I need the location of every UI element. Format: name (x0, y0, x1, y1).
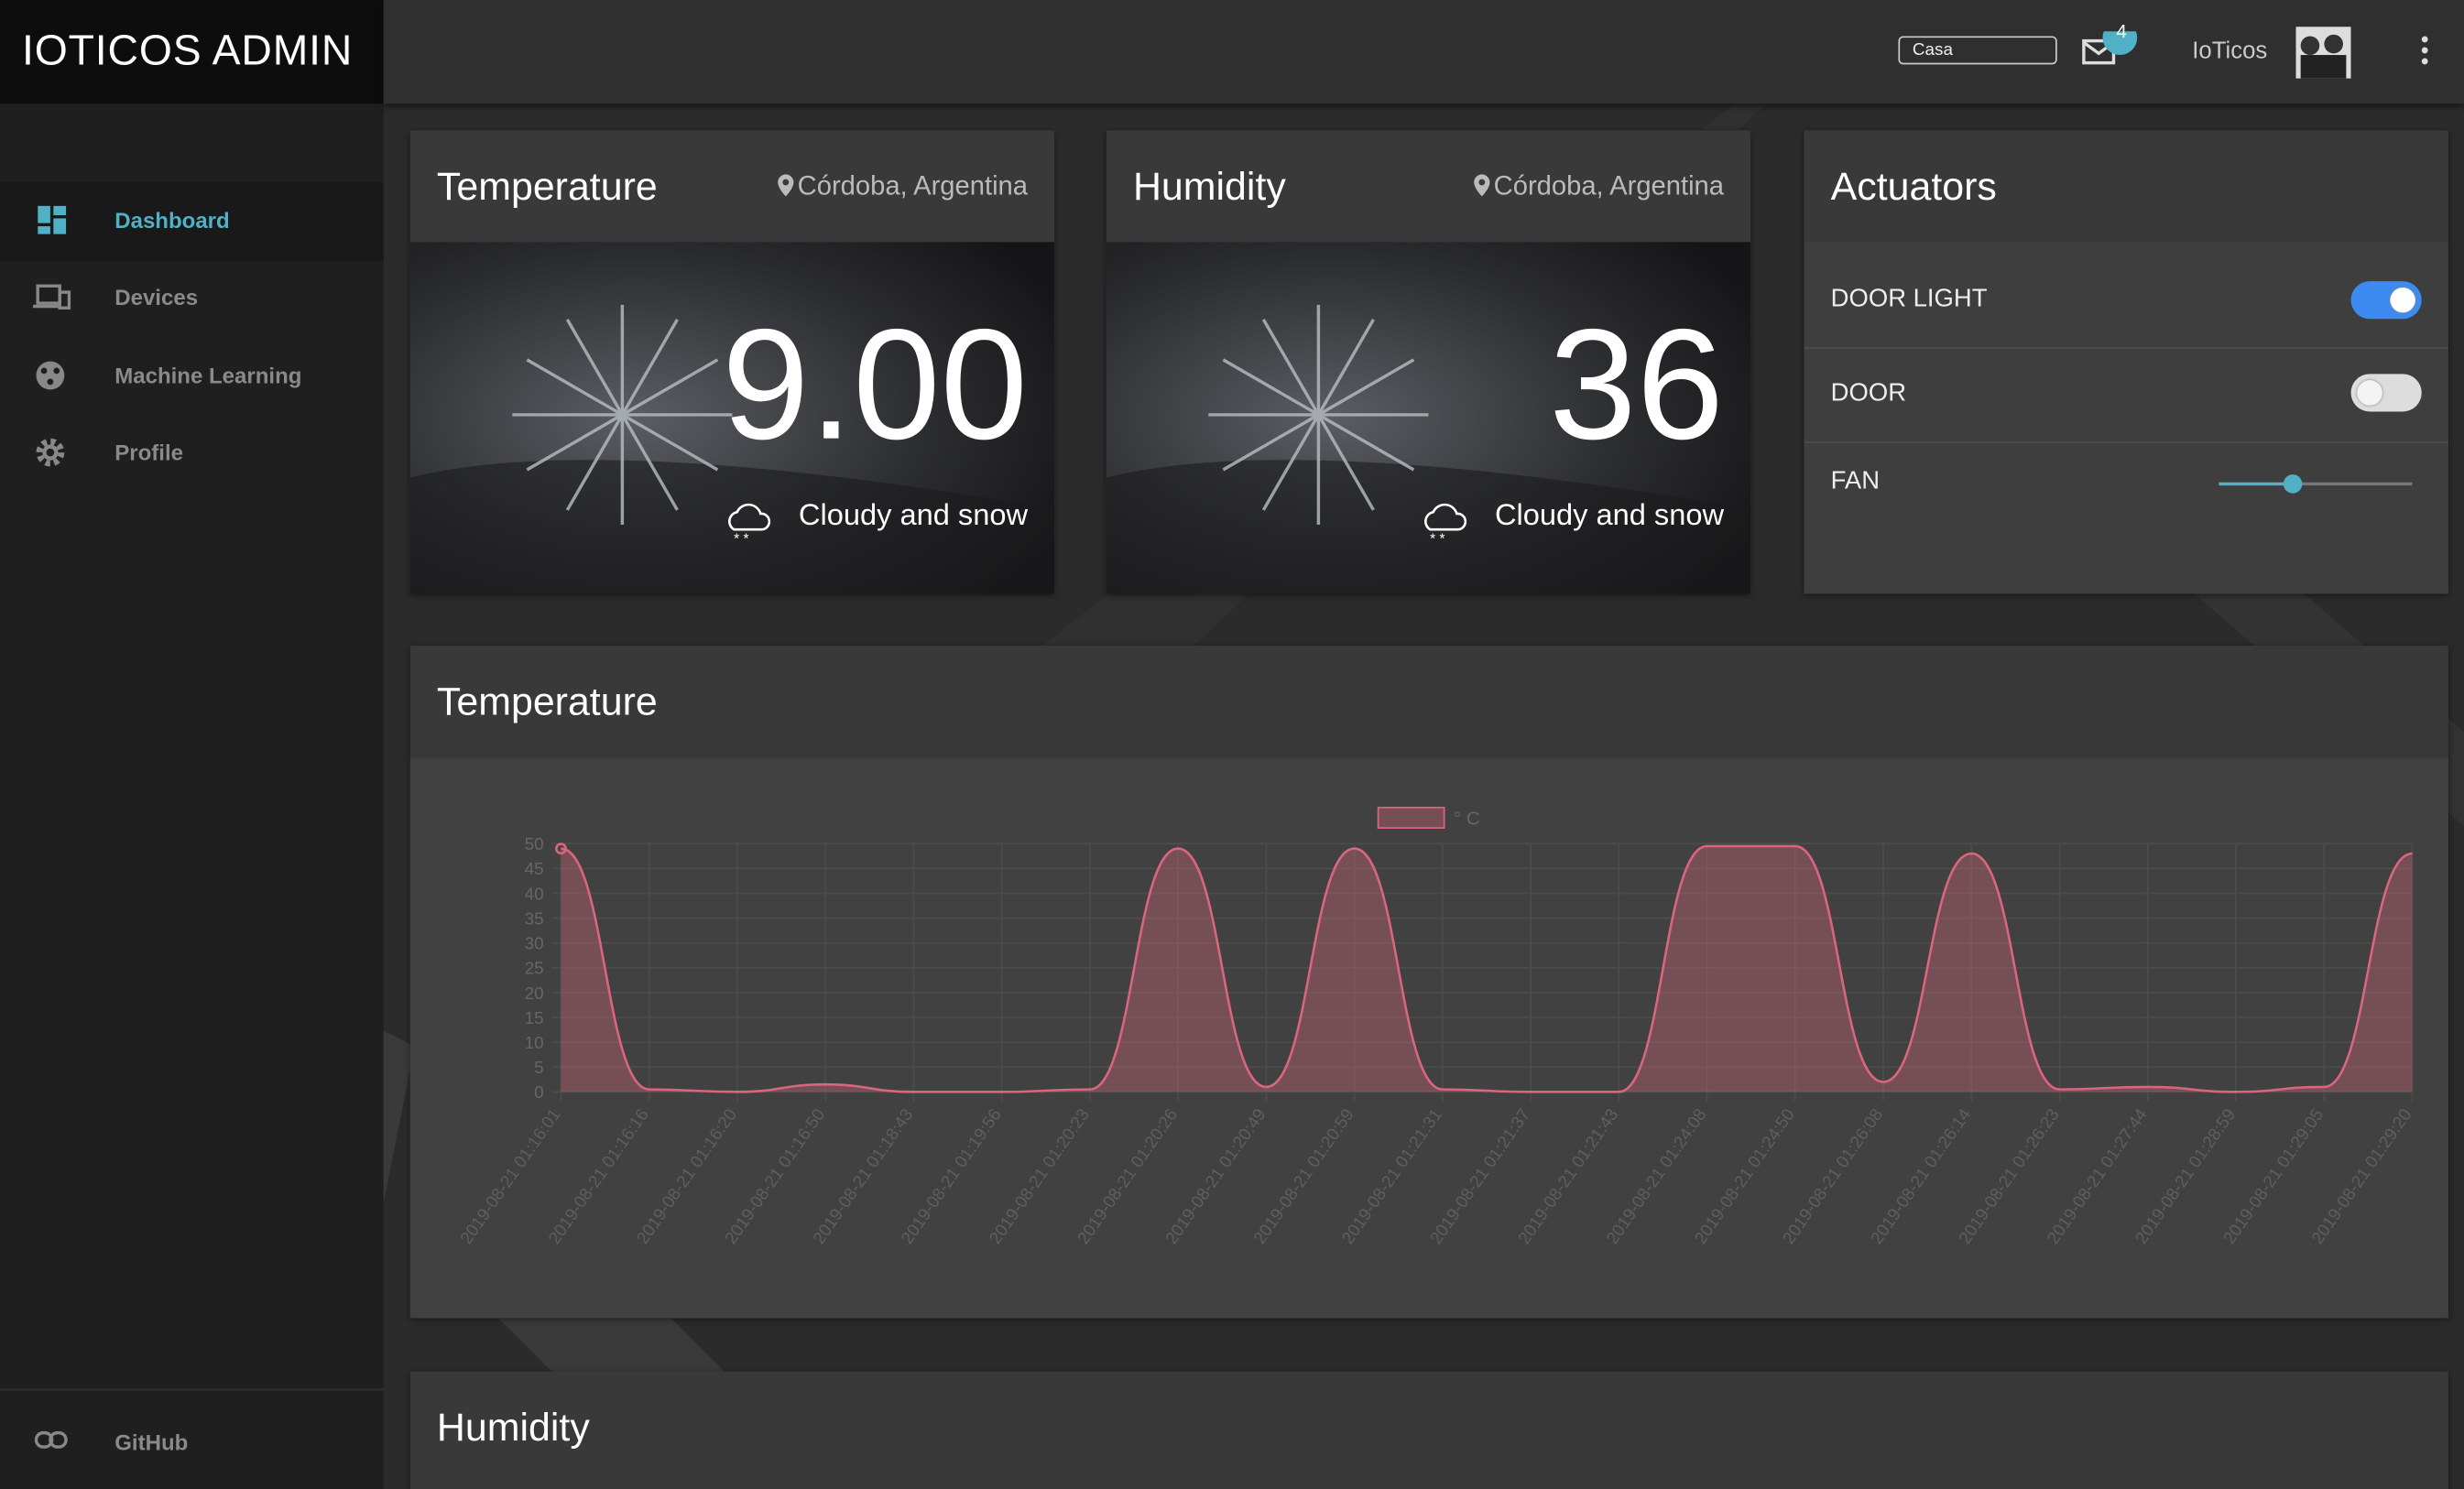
y-tick-label: 30 (525, 934, 544, 953)
weather-image (1106, 242, 1751, 594)
point (555, 842, 567, 855)
user-name[interactable]: IoTicos (2192, 38, 2268, 65)
y-tick-label: 15 (525, 1008, 544, 1027)
svg-text:* *: * * (734, 532, 748, 546)
y-tick-label: 10 (525, 1033, 544, 1052)
x-tick-label: 2019-08-21 01:28:59 (2131, 1105, 2240, 1247)
y-tick-label: 5 (534, 1058, 544, 1077)
legend-label: ° C (1454, 809, 1480, 830)
y-tick-label: 25 (525, 959, 544, 978)
nav-item[interactable]: Dashboard (0, 182, 384, 257)
card-value: 36 (1549, 297, 1725, 473)
humidity-panel: Humidity (409, 1371, 2448, 1489)
weather-text: Cloudy and snow (1494, 499, 1725, 533)
nav-label: Profile (114, 440, 184, 465)
x-tick-label: 2019-08-21 01:29:20 (2307, 1105, 2415, 1247)
card-value: 9.00 (722, 297, 1029, 473)
divider (1804, 347, 2448, 349)
weather-icon: * * (1424, 503, 1467, 546)
x-tick-label: 2019-08-21 01:24:08 (1602, 1105, 1710, 1247)
x-tick-label: 2019-08-21 01:26:08 (1779, 1105, 1887, 1247)
weather-text: Cloudy and snow (798, 499, 1029, 533)
nav-label: Machine Learning (114, 363, 302, 388)
y-tick-label: 50 (525, 834, 544, 853)
mail-icon[interactable] (2080, 31, 2143, 78)
x-tick-label: 2019-08-21 01:24:50 (1690, 1105, 1798, 1247)
card-title: Temperature (436, 165, 658, 210)
weather-card: Humidity Córdoba, Argentina 36 * * Cloud… (1106, 130, 1751, 594)
nav-label: Devices (114, 284, 199, 310)
card-title: Humidity (1132, 165, 1286, 210)
card-title: Actuators (1830, 165, 1997, 210)
x-tick-label: 2019-08-21 01:26:23 (1955, 1105, 2063, 1247)
actuator-label: FAN (1830, 468, 1881, 495)
x-tick-label: 2019-08-21 01:16:01 (456, 1105, 564, 1247)
select[interactable]: Casa (1898, 36, 2057, 65)
chart-panel: Temperature 0 5 10 15 20 25 30 35 40 45 50 2019-08-… (409, 646, 2448, 1319)
x-tick-label: 2019-08-21 01:20:23 (986, 1105, 1094, 1247)
badge: 4 (2116, 20, 2127, 43)
location: Córdoba, Argentina (797, 171, 1029, 201)
nav-label: Dashboard (114, 207, 230, 233)
x-tick-label: 2019-08-21 01:21:37 (1426, 1105, 1534, 1247)
location: Córdoba, Argentina (1493, 171, 1725, 201)
menu-icon[interactable] (2417, 35, 2433, 66)
x-tick-label: 2019-08-21 01:16:20 (633, 1105, 741, 1247)
svg-text:* *: * * (1430, 532, 1445, 546)
x-tick-label: 2019-08-21 01:21:43 (1514, 1105, 1622, 1247)
y-tick-label: 0 (534, 1082, 544, 1102)
pin-icon (778, 174, 794, 197)
toggle[interactable] (2350, 281, 2422, 320)
area (561, 845, 2413, 1092)
y-tick-label: 40 (525, 884, 544, 903)
x-tick-label: 2019-08-21 01:21:31 (1337, 1105, 1445, 1247)
x-tick-label: 2019-08-21 01:16:16 (544, 1105, 652, 1247)
x-tick-label: 2019-08-21 01:16:50 (721, 1105, 829, 1247)
actuators-card: Actuators DOOR LIGHT DOOR FAN (1804, 130, 2448, 594)
nav-item[interactable]: Devices (0, 259, 384, 334)
x-tick-label: 2019-08-21 01:20:49 (1161, 1105, 1270, 1247)
select-value: Casa (1912, 40, 1953, 60)
toggle[interactable] (2350, 374, 2422, 412)
x-tick-label: 2019-08-21 01:20:59 (1249, 1105, 1357, 1247)
nav-item[interactable]: Profile (0, 415, 384, 490)
brand: IOTICOS ADMIN (0, 0, 384, 104)
actuator-label: DOOR LIGHT (1830, 286, 1988, 313)
x-tick-label: 2019-08-21 01:18:43 (809, 1105, 917, 1247)
toggle-knob (2357, 380, 2382, 406)
x-tick-label: 2019-08-21 01:26:14 (1867, 1105, 1975, 1247)
y-tick-label: 20 (525, 984, 544, 1003)
fan-slider[interactable] (2216, 468, 2417, 499)
panel-title: Temperature (436, 679, 658, 724)
legend-swatch (1377, 806, 1445, 829)
card-body (1804, 242, 2448, 594)
panel-title: Humidity (436, 1406, 590, 1451)
top-bar (383, 0, 2464, 104)
x-tick-label: 2019-08-21 01:20:26 (1074, 1105, 1182, 1247)
divider (0, 1388, 384, 1391)
y-tick-label: 45 (525, 859, 544, 878)
nav-label: GitHub (114, 1429, 189, 1455)
y-tick-label: 35 (525, 908, 544, 928)
nav-item[interactable]: GitHub (0, 1405, 384, 1480)
toggle-knob (2390, 287, 2415, 313)
actuator-label: DOOR (1830, 380, 1907, 408)
line (561, 844, 2413, 1093)
divider (1804, 441, 2448, 443)
pin-icon (1474, 174, 1490, 197)
nav-item[interactable]: Machine Learning (0, 338, 384, 413)
x-tick-label: 2019-08-21 01:27:44 (2043, 1105, 2151, 1247)
x-tick-label: 2019-08-21 01:19:56 (897, 1105, 1005, 1247)
weather-card: Temperature Córdoba, Argentina 9.00 * * … (409, 130, 1055, 594)
weather-icon: * * (728, 503, 771, 546)
avatar[interactable] (2295, 27, 2351, 79)
x-tick-label: 2019-08-21 01:29:05 (2219, 1105, 2328, 1247)
